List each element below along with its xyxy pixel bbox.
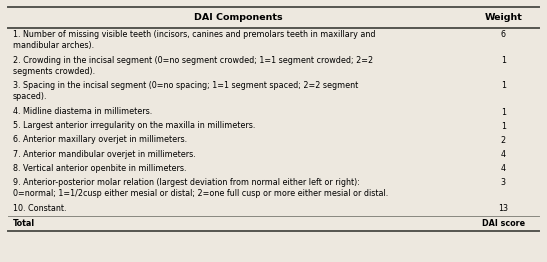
- Text: 6. Anterior maxillary overjet in millimeters.: 6. Anterior maxillary overjet in millime…: [13, 135, 187, 144]
- Text: 1: 1: [501, 81, 506, 90]
- Text: 1: 1: [501, 108, 506, 117]
- Text: DAI Components: DAI Components: [194, 13, 282, 22]
- Text: 4: 4: [501, 150, 506, 159]
- Text: Weight: Weight: [484, 13, 522, 22]
- Text: 6: 6: [501, 30, 506, 39]
- Text: 5. Largest anterior irregularity on the maxilla in millimeters.: 5. Largest anterior irregularity on the …: [13, 121, 255, 130]
- Text: 13: 13: [498, 204, 508, 213]
- Text: 1. Number of missing visible teeth (incisors, canines and premolars teeth in max: 1. Number of missing visible teeth (inci…: [13, 30, 375, 50]
- Text: 3: 3: [501, 178, 506, 187]
- Text: 9. Anterior-posterior molar relation (largest deviation from normal either left : 9. Anterior-posterior molar relation (la…: [13, 178, 388, 198]
- Text: DAI score: DAI score: [482, 219, 525, 228]
- Text: 2. Crowding in the incisal segment (0=no segment crowded; 1=1 segment crowded; 2: 2. Crowding in the incisal segment (0=no…: [13, 56, 373, 75]
- Text: 1: 1: [501, 56, 506, 65]
- Text: 10. Constant.: 10. Constant.: [13, 204, 66, 212]
- Text: 8. Vertical anterior openbite in millimeters.: 8. Vertical anterior openbite in millime…: [13, 164, 186, 173]
- Text: 4. Midline diastema in millimeters.: 4. Midline diastema in millimeters.: [13, 107, 152, 116]
- Text: 1: 1: [501, 122, 506, 131]
- Text: 7. Anterior mandibular overjet in millimeters.: 7. Anterior mandibular overjet in millim…: [13, 150, 195, 159]
- Text: Total: Total: [13, 219, 34, 228]
- Text: 4: 4: [501, 164, 506, 173]
- Text: 2: 2: [501, 136, 506, 145]
- Text: 3. Spacing in the incisal segment (0=no spacing; 1=1 segment spaced; 2=2 segment: 3. Spacing in the incisal segment (0=no …: [13, 81, 358, 101]
